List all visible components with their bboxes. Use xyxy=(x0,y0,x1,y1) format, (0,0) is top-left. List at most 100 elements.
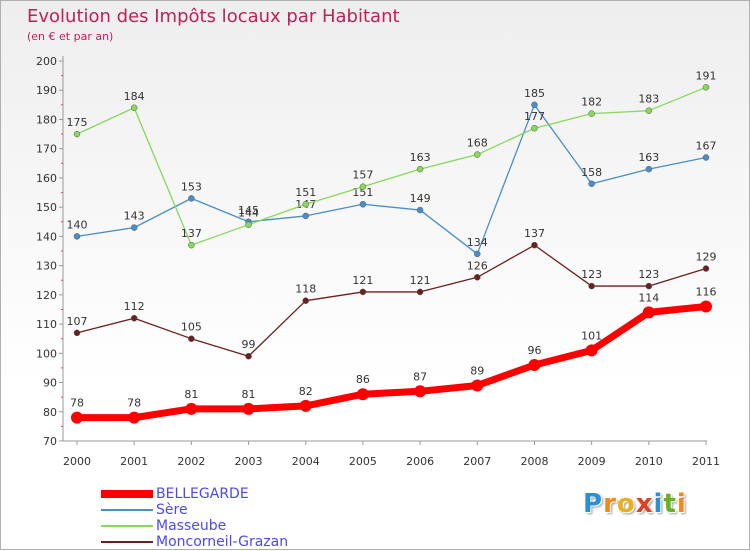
data-label: 167 xyxy=(696,139,717,152)
data-point xyxy=(414,385,427,398)
logo-letter: i xyxy=(653,489,664,519)
legend-label: Masseube xyxy=(156,518,227,534)
data-point xyxy=(588,110,595,117)
series-line-bellegarde xyxy=(77,303,707,422)
data-point xyxy=(356,388,369,401)
data-point xyxy=(185,402,198,415)
data-point xyxy=(416,206,424,214)
data-point xyxy=(645,282,653,290)
data-label: 163 xyxy=(410,151,431,164)
data-point xyxy=(471,379,484,392)
chart-title: Evolution des Impôts locaux par Habitant xyxy=(27,6,400,27)
x-tick-label: 2009 xyxy=(578,455,606,468)
data-point xyxy=(130,104,138,112)
legend-swatch xyxy=(101,541,153,543)
data-point xyxy=(359,200,367,208)
data-point xyxy=(645,107,653,114)
data-point xyxy=(700,300,712,313)
data-label: 137 xyxy=(181,227,202,240)
y-tick-label: 150 xyxy=(36,201,57,214)
data-point xyxy=(359,288,367,296)
data-label: 177 xyxy=(524,110,545,123)
data-point xyxy=(585,344,598,357)
x-tick-label: 2005 xyxy=(349,455,377,468)
data-point xyxy=(302,200,309,208)
data-point xyxy=(188,335,195,342)
y-tick-label: 140 xyxy=(36,230,57,243)
data-point xyxy=(188,195,195,202)
data-point xyxy=(645,165,653,173)
data-label: 134 xyxy=(467,236,488,249)
data-point xyxy=(245,221,252,228)
data-label: 118 xyxy=(295,283,316,296)
series-line-masseube xyxy=(76,86,707,246)
y-tick-label: 180 xyxy=(36,113,57,126)
data-point xyxy=(588,282,595,290)
x-tick-label: 2002 xyxy=(177,455,205,468)
data-label: 184 xyxy=(124,90,145,103)
data-label: 175 xyxy=(67,116,88,129)
y-tick-label: 120 xyxy=(36,289,57,302)
data-label: 126 xyxy=(467,259,488,272)
data-label: 182 xyxy=(581,96,602,109)
y-tick-label: 110 xyxy=(36,318,57,331)
data-point xyxy=(188,241,195,249)
data-label: 185 xyxy=(524,87,545,100)
legend-label: BELLEGARDE xyxy=(156,486,249,502)
legend-label: Sère xyxy=(156,502,188,518)
data-label: 151 xyxy=(295,186,316,199)
data-label: 153 xyxy=(181,180,202,193)
data-label: 89 xyxy=(470,364,484,377)
data-point xyxy=(71,411,83,424)
data-point xyxy=(642,306,655,319)
data-point xyxy=(73,130,81,138)
y-tick-label: 190 xyxy=(36,84,57,97)
x-tick-label: 2007 xyxy=(463,455,491,468)
data-point xyxy=(130,314,138,322)
logo-letter: x xyxy=(635,489,654,519)
data-point xyxy=(416,165,424,173)
x-tick-label: 2001 xyxy=(120,455,148,468)
data-label: 143 xyxy=(124,210,145,223)
data-point xyxy=(73,329,81,337)
data-point xyxy=(302,212,309,220)
logo-letter: t xyxy=(663,489,677,519)
y-tick-label: 130 xyxy=(36,260,57,273)
series-line-moncorneil-grazan xyxy=(76,244,707,357)
x-tick-label: 2006 xyxy=(406,455,434,468)
data-point xyxy=(531,124,538,132)
data-label: 81 xyxy=(242,388,256,401)
data-label: 121 xyxy=(352,274,373,287)
x-tick-label: 2010 xyxy=(635,455,663,468)
data-point xyxy=(302,297,309,304)
data-point xyxy=(128,411,141,424)
data-label: 78 xyxy=(127,397,141,410)
data-point xyxy=(528,359,541,371)
data-label: 183 xyxy=(638,93,659,106)
y-tick-label: 90 xyxy=(43,377,57,390)
x-tick-label: 2011 xyxy=(692,455,720,468)
data-point xyxy=(474,250,481,258)
x-tick-label: 2000 xyxy=(63,455,91,468)
data-label: 163 xyxy=(638,151,659,164)
data-label: 105 xyxy=(181,321,202,334)
data-label: 149 xyxy=(410,192,431,205)
y-tick-label: 70 xyxy=(43,435,57,448)
data-label: 121 xyxy=(410,274,431,287)
x-tick-label: 2004 xyxy=(292,455,320,468)
y-tick-label: 100 xyxy=(36,347,57,360)
data-label: 144 xyxy=(238,207,259,220)
data-label: 123 xyxy=(581,268,602,281)
logo-letter: o xyxy=(616,489,636,519)
legend-swatch xyxy=(101,525,153,527)
data-label: 168 xyxy=(467,137,488,150)
data-point xyxy=(242,402,255,415)
data-label: 137 xyxy=(524,227,545,240)
data-point xyxy=(702,265,710,272)
data-label: 123 xyxy=(638,268,659,281)
data-label: 151 xyxy=(352,186,373,199)
data-label: 145 xyxy=(238,204,259,217)
data-label: 86 xyxy=(356,373,370,386)
data-point xyxy=(73,233,81,240)
